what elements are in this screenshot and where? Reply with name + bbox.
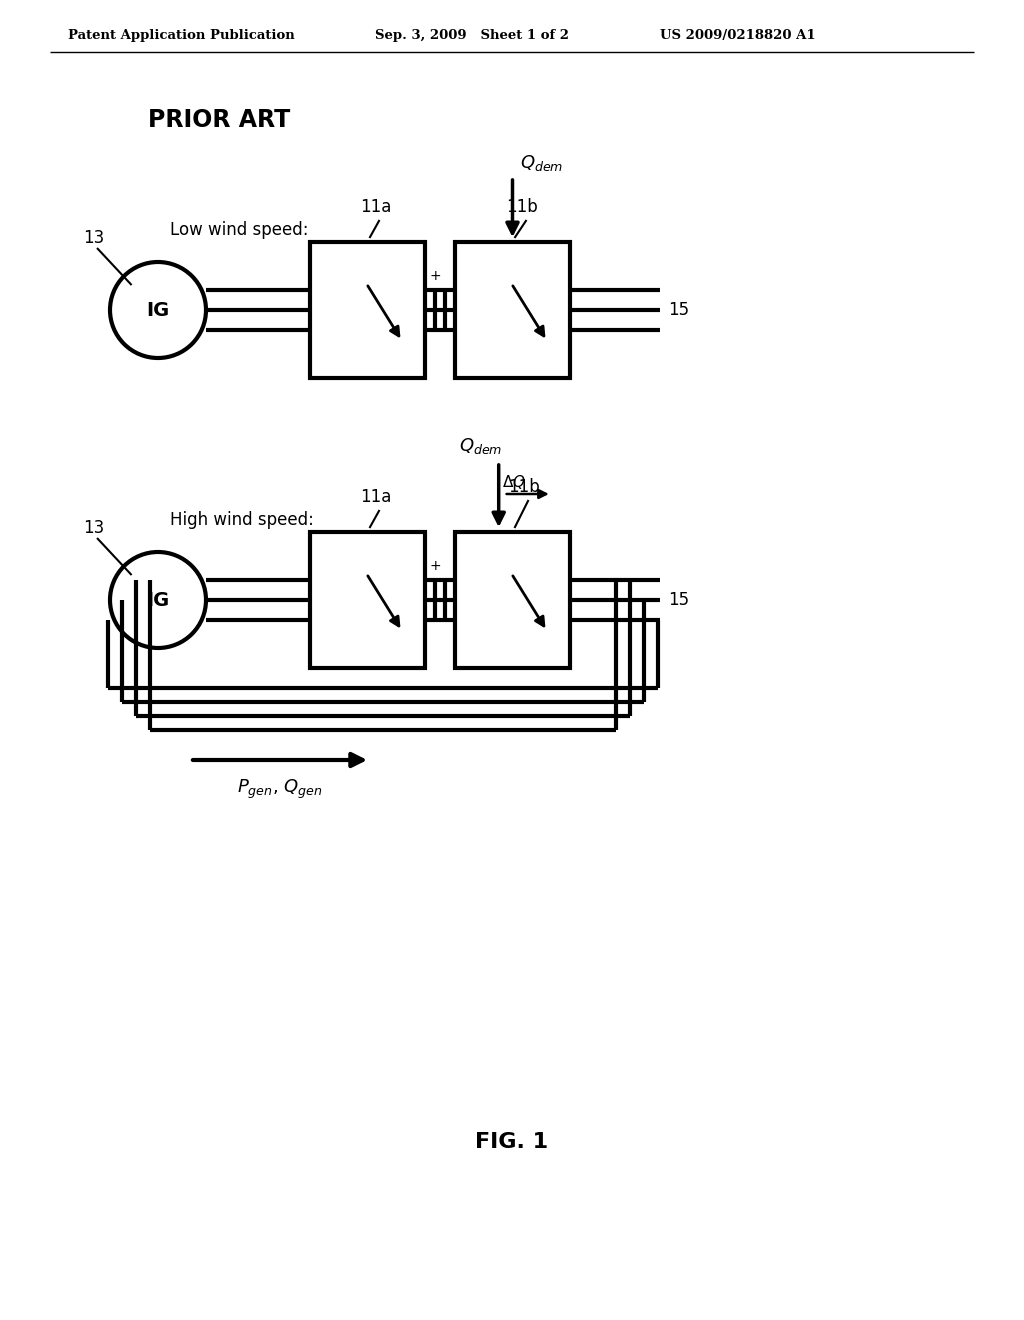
Text: 11b: 11b bbox=[509, 478, 541, 496]
Text: 11a: 11a bbox=[359, 488, 391, 506]
Text: PRIOR ART: PRIOR ART bbox=[148, 108, 290, 132]
Text: 11b: 11b bbox=[507, 198, 539, 216]
Text: +: + bbox=[429, 558, 440, 573]
Text: FIG. 1: FIG. 1 bbox=[475, 1133, 549, 1152]
Text: 11a: 11a bbox=[359, 198, 391, 216]
Text: 13: 13 bbox=[83, 228, 104, 247]
Text: IG: IG bbox=[146, 301, 170, 319]
Text: 15: 15 bbox=[668, 301, 689, 319]
Text: Patent Application Publication: Patent Application Publication bbox=[68, 29, 295, 41]
Text: US 2009/0218820 A1: US 2009/0218820 A1 bbox=[660, 29, 816, 41]
Text: 13: 13 bbox=[83, 519, 104, 537]
Text: $P_{gen}$, $Q_{gen}$: $P_{gen}$, $Q_{gen}$ bbox=[238, 777, 323, 801]
Text: Sep. 3, 2009   Sheet 1 of 2: Sep. 3, 2009 Sheet 1 of 2 bbox=[375, 29, 569, 41]
Text: +: + bbox=[429, 269, 440, 282]
Text: IG: IG bbox=[146, 590, 170, 610]
Text: $Q_{dem}$: $Q_{dem}$ bbox=[459, 436, 502, 455]
Bar bbox=[455, 532, 570, 668]
Bar bbox=[455, 242, 570, 378]
Text: $\Delta Q$: $\Delta Q$ bbox=[502, 473, 525, 491]
Text: Low wind speed:: Low wind speed: bbox=[170, 220, 308, 239]
Bar bbox=[310, 242, 425, 378]
Text: High wind speed:: High wind speed: bbox=[170, 511, 314, 529]
Text: $Q_{dem}$: $Q_{dem}$ bbox=[520, 153, 564, 173]
Text: 15: 15 bbox=[668, 591, 689, 609]
Bar bbox=[310, 532, 425, 668]
